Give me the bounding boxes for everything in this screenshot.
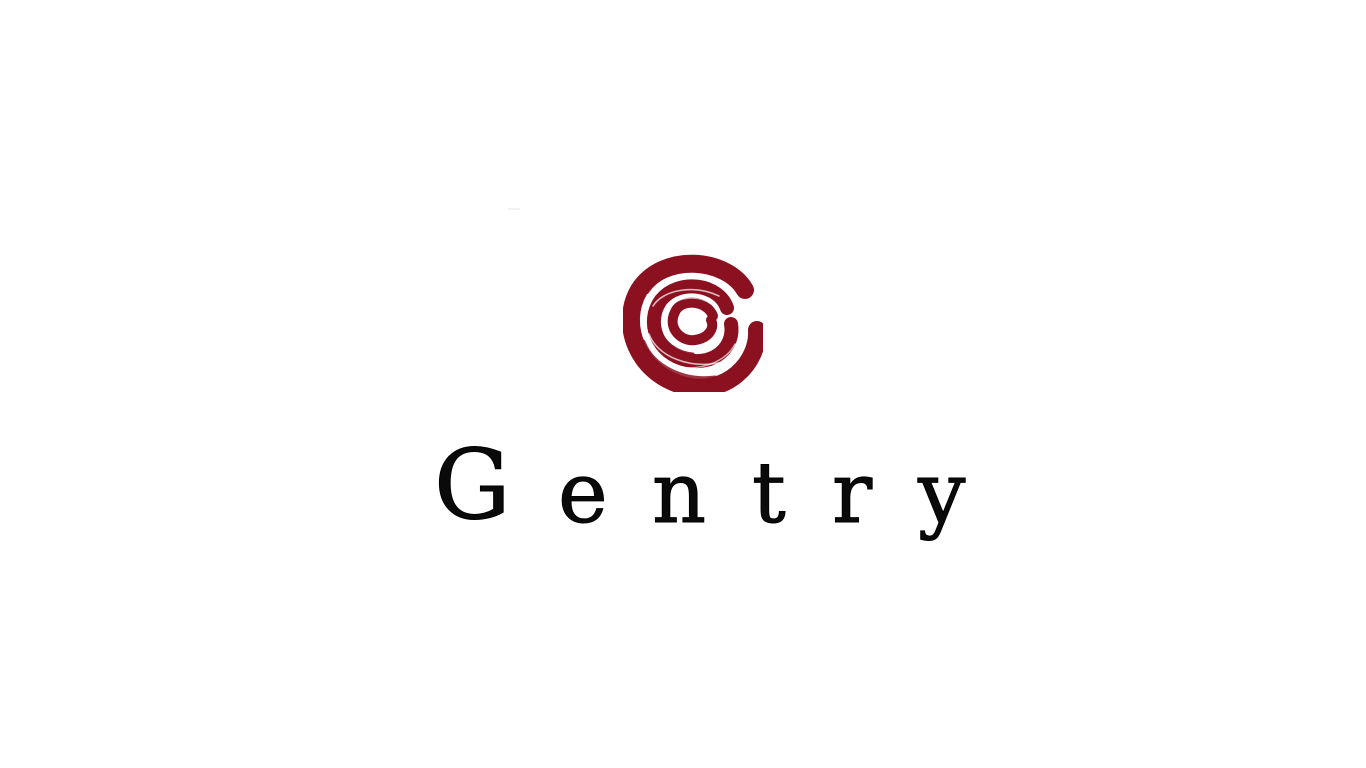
wordmark-letter: t xyxy=(752,444,787,543)
background-speck xyxy=(508,208,520,210)
wordmark-letter: y xyxy=(917,444,966,543)
wordmark-letter: G xyxy=(434,429,512,541)
wordmark-letter: n xyxy=(651,444,707,543)
brand-logo xyxy=(623,250,763,392)
wordmark-letter: r xyxy=(831,444,873,543)
ink-swirl-circle-icon xyxy=(623,254,763,392)
wordmark-letter: e xyxy=(558,444,609,543)
brand-wordmark: G e n t r y xyxy=(434,429,994,543)
